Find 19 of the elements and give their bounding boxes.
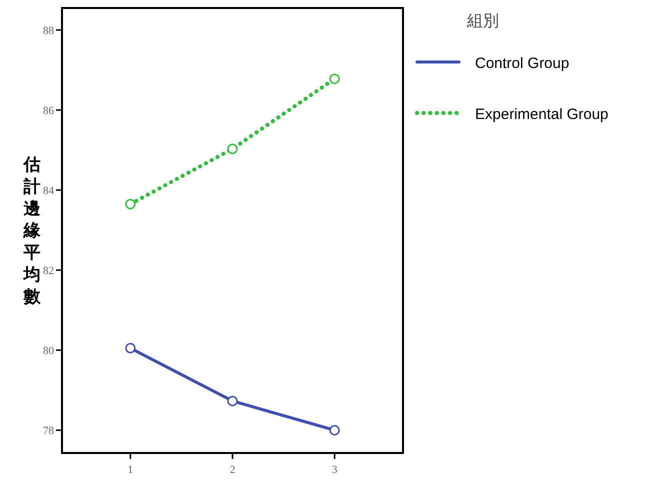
- point: [329, 74, 340, 84]
- y-axis-title: 估計邊緣平均數: [22, 155, 42, 307]
- legend-label: Control Group: [475, 55, 570, 72]
- x-tick-label: 1: [128, 464, 134, 476]
- point: [329, 424, 340, 436]
- y-tick-label: 78: [43, 425, 54, 438]
- point: [227, 396, 238, 406]
- point: [125, 198, 136, 210]
- point: [125, 342, 136, 354]
- point: [227, 144, 238, 154]
- y-tick-label: 82: [43, 265, 54, 278]
- y-tick-label: 86: [43, 105, 54, 118]
- legend-title: 組別: [466, 11, 499, 30]
- y-tick-label: 80: [43, 345, 54, 358]
- x-tick-label: 2: [230, 464, 236, 476]
- x-tick-label: 3: [332, 464, 338, 476]
- legend-label: Experimental Group: [475, 106, 608, 123]
- y-tick-label: 88: [43, 25, 54, 38]
- y-tick-label: 84: [43, 185, 54, 198]
